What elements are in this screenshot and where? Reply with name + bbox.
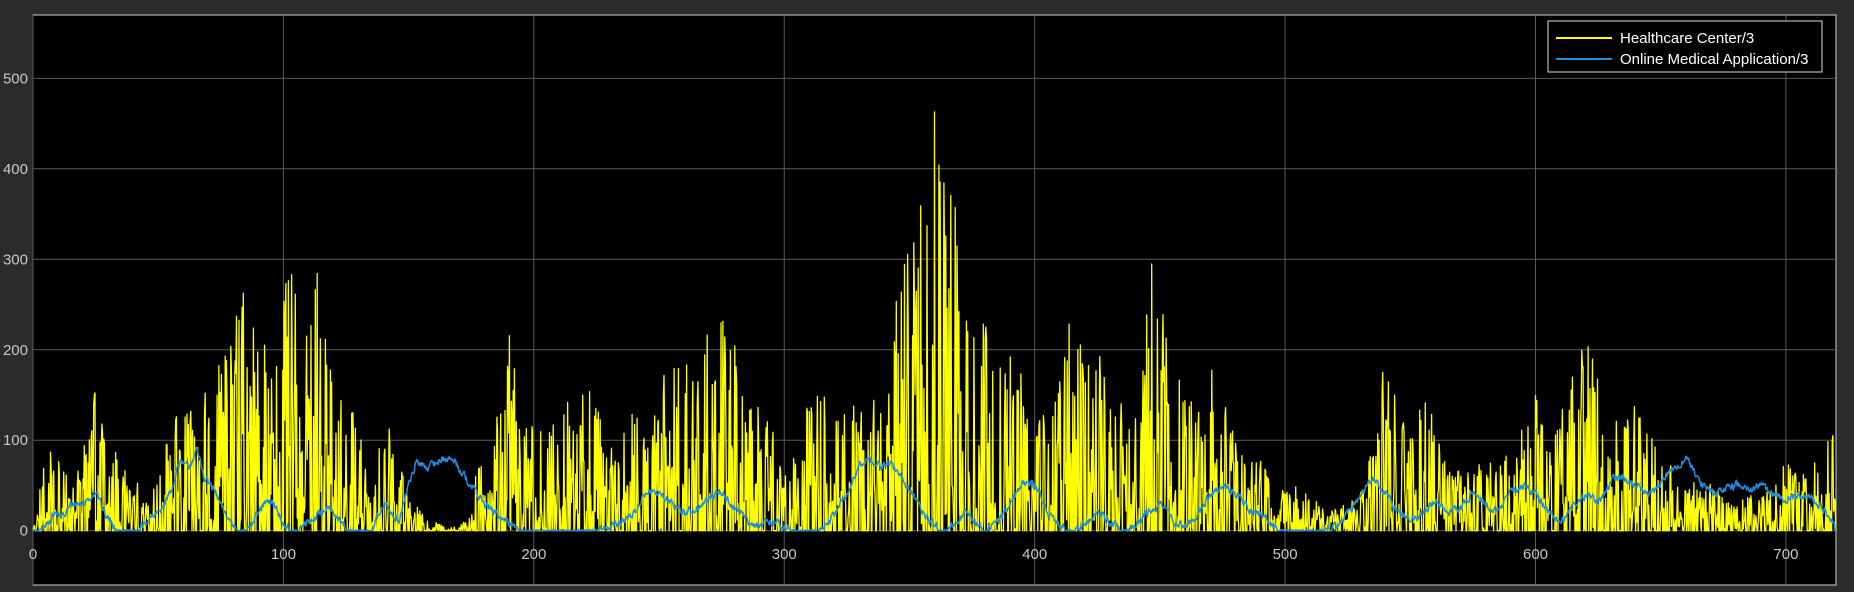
y-tick-label: 0 (20, 523, 28, 540)
x-tick-label: 600 (1523, 546, 1548, 563)
series-layer (32, 111, 1837, 532)
y-tick-label: 300 (3, 251, 28, 268)
legend-label-online: Online Medical Application/3 (1620, 51, 1808, 68)
series-line-online-medical-application (32, 446, 1837, 532)
legend-label-healthcare: Healthcare Center/3 (1620, 30, 1754, 47)
y-tick-label: 500 (3, 70, 28, 87)
legend-box (1547, 20, 1823, 73)
y-tick-label: 200 (3, 342, 28, 359)
y-axis: 0 100 200 300 400 500 (3, 70, 28, 539)
x-tick-label: 500 (1273, 546, 1298, 563)
x-tick-label: 700 (1773, 546, 1798, 563)
x-tick-label: 100 (271, 546, 296, 563)
y-tick-label: 400 (3, 161, 28, 178)
legend: Healthcare Center/3 Online Medical Appli… (1547, 20, 1823, 73)
x-tick-label: 200 (521, 546, 546, 563)
x-tick-label: 300 (772, 546, 797, 563)
x-tick-label: 0 (29, 546, 37, 563)
series-line-healthcare-center (32, 111, 1837, 532)
x-axis: 0 100 200 300 400 500 600 700 (29, 546, 1799, 563)
x-tick-label: 400 (1022, 546, 1047, 563)
y-tick-label: 100 (3, 432, 28, 449)
